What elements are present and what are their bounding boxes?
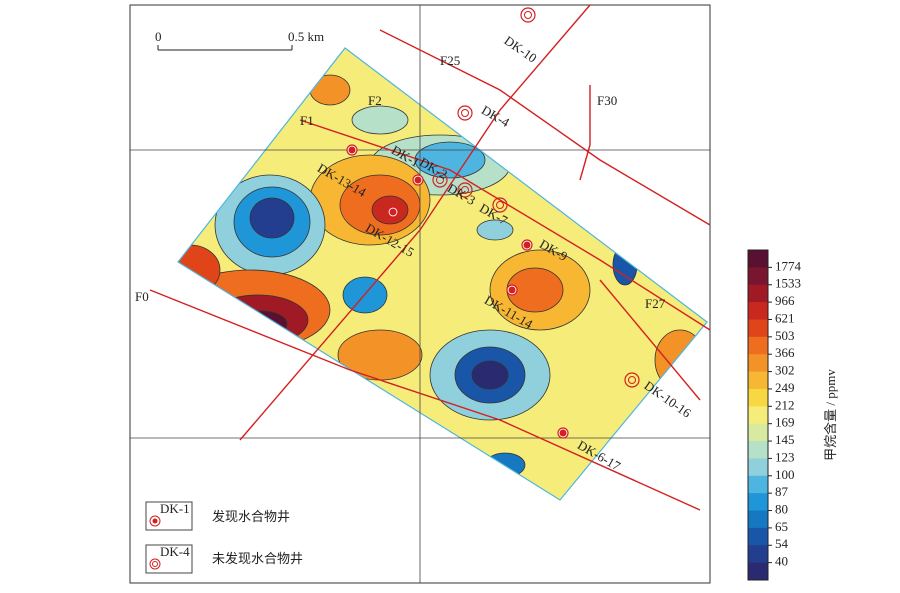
legend-code: DK-4: [160, 544, 190, 559]
colorbar-block: [748, 284, 768, 303]
colorbar-block: [748, 302, 768, 320]
colorbar-block: [748, 475, 768, 494]
colorbar-block: [748, 545, 768, 564]
well-ring: [624, 372, 640, 388]
colorbar-tick-label: 249: [775, 380, 795, 395]
well-core: [461, 186, 469, 194]
colorbar-tick-label: 966: [775, 293, 795, 308]
fault-label: F2: [368, 93, 382, 108]
colorbar: 1774 1533 966 621 503 366 302 249 212 169 145 123 10…: [747, 249, 802, 581]
scale-bar: 0 0.5 km: [155, 29, 324, 51]
legend-text: 发现水合物井: [212, 509, 290, 524]
well-core: [461, 109, 469, 117]
faults: [149, 4, 711, 511]
colorbar-tick-label: 212: [775, 397, 795, 412]
colorbar-block: [748, 319, 768, 338]
fault-label: F30: [597, 93, 617, 108]
colorbar-tick-label: 503: [775, 328, 795, 343]
colorbar-block: [748, 388, 768, 407]
colorbar-block: [748, 510, 768, 529]
fault-label: F27: [645, 296, 666, 311]
well-core: [414, 176, 422, 184]
legend-code: DK-1: [160, 501, 190, 516]
colorbar-block: [748, 493, 768, 512]
well-core: [559, 429, 567, 437]
well-ring: [492, 197, 508, 213]
fault-label: F0: [135, 289, 149, 304]
colorbar-tick-label: 145: [775, 432, 795, 447]
well-core: [348, 146, 356, 154]
colorbar-block: [748, 267, 768, 286]
colorbar-block: [748, 562, 768, 581]
well-ring: [432, 172, 448, 188]
well-core: [628, 376, 636, 384]
colorbar-tick-label: 54: [775, 536, 789, 551]
colorbar-tick-label: 302: [775, 363, 795, 378]
legend: DK-1 发现水合物井 DK-4 未发现水合物井: [145, 501, 303, 574]
colorbar-block: [748, 458, 768, 477]
colorbar-tick-label: 1533: [775, 276, 801, 291]
grid-lines: [130, 5, 710, 583]
scale-end: 0.5 km: [288, 29, 324, 44]
colorbar-tick-label: 621: [775, 310, 795, 325]
well-core: [508, 286, 516, 294]
well-ring: [520, 7, 536, 23]
well-label: DK-4: [479, 102, 513, 130]
well-ring: [457, 105, 473, 121]
colorbar-block: [748, 527, 768, 546]
colorbar-tick-label: 169: [775, 415, 795, 430]
colorbar-tick-label: 87: [775, 484, 789, 499]
colorbar-block: [748, 371, 768, 390]
contour-field: [178, 48, 707, 500]
colorbar-tick-label: 123: [775, 449, 795, 464]
colorbar-frame: [747, 249, 769, 581]
fault-label: F1: [300, 113, 314, 128]
colorbar-block: [748, 336, 768, 355]
colorbar-block: [748, 354, 768, 373]
colorbar-block: [748, 406, 768, 425]
well-core: [436, 176, 444, 184]
well-label: DK-10: [502, 33, 540, 66]
colorbar-tick-label: 65: [775, 519, 788, 534]
well-core: [496, 201, 504, 209]
well-core: [523, 241, 531, 249]
well-core: [389, 208, 397, 216]
colorbar-title: 甲烷含量 / ppmv: [823, 369, 838, 461]
colorbar-tick-label: 100: [775, 467, 795, 482]
colorbar-tick-label: 40: [775, 554, 788, 569]
well-ring: [457, 182, 473, 198]
survey-boundary: [177, 47, 708, 501]
colorbar-tick-label: 366: [775, 345, 795, 360]
fault-label: F25: [440, 53, 460, 68]
colorbar-tick-label: 1774: [775, 258, 802, 273]
legend-text: 未发现水合物井: [212, 551, 303, 566]
scale-start: 0: [155, 29, 162, 44]
colorbar-block: [748, 423, 768, 442]
colorbar-block: [748, 250, 768, 268]
colorbar-block: [748, 441, 768, 459]
well-core: [524, 11, 532, 19]
colorbar-tick-label: 80: [775, 502, 788, 517]
